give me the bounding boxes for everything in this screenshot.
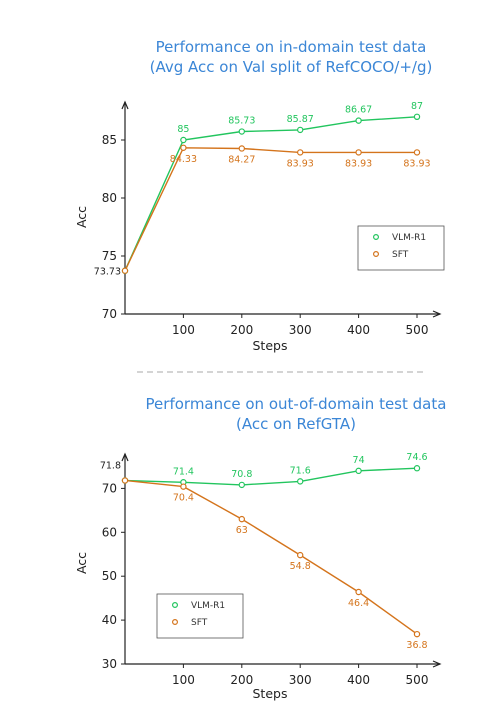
legend-marker xyxy=(373,251,380,258)
data-point xyxy=(413,149,421,156)
data-label: 87 xyxy=(411,101,423,112)
data-label: 83.93 xyxy=(345,158,372,169)
legend-marker xyxy=(373,234,380,241)
y-axis-label: Acc xyxy=(74,206,89,228)
x-tick-label: 200 xyxy=(230,323,253,337)
data-point xyxy=(355,117,362,124)
data-point xyxy=(355,588,362,596)
x-tick-label: 500 xyxy=(406,673,429,687)
x-axis-label: Steps xyxy=(253,338,288,353)
series-line xyxy=(124,479,418,635)
data-label: 73.73 xyxy=(94,267,121,278)
data-point xyxy=(238,515,245,523)
y-tick-label: 60 xyxy=(102,525,117,539)
data-point xyxy=(413,465,421,472)
x-tick-label: 100 xyxy=(172,673,195,687)
x-axis-arrow xyxy=(432,310,442,318)
data-point xyxy=(355,467,362,475)
chart2-subtitle: (Acc on RefGTA) xyxy=(236,415,356,433)
y-tick-label: 70 xyxy=(102,481,117,495)
y-axis-label: Acc xyxy=(74,552,89,574)
series-line xyxy=(124,467,418,486)
data-point xyxy=(297,149,304,156)
legend-label: SFT xyxy=(191,618,208,628)
legend-label: VLM-R1 xyxy=(392,233,426,243)
data-point xyxy=(121,267,129,274)
y-axis-arrow xyxy=(121,452,129,462)
data-point xyxy=(180,144,187,151)
chart1-subtitle: (Avg Acc on Val split of RefCOCO/+/g) xyxy=(150,58,433,76)
data-point xyxy=(238,145,245,152)
y-tick-label: 40 xyxy=(102,613,117,627)
data-label: 70.4 xyxy=(173,493,194,504)
data-label: 83.93 xyxy=(403,158,430,169)
data-label: 84.33 xyxy=(170,154,197,165)
data-point xyxy=(238,128,245,135)
legend-box xyxy=(156,593,244,639)
x-axis-arrow xyxy=(432,660,442,668)
data-point xyxy=(413,630,421,638)
y-tick-label: 30 xyxy=(102,657,117,671)
legend-box xyxy=(357,225,445,271)
data-label: 46.4 xyxy=(348,598,369,609)
y-axis-arrow xyxy=(121,100,129,110)
data-label: 85.87 xyxy=(287,114,314,125)
data-point xyxy=(121,477,129,484)
data-point xyxy=(297,551,304,559)
y-tick-label: 75 xyxy=(102,249,117,263)
data-label: 36.8 xyxy=(406,640,427,651)
data-label: 85.73 xyxy=(228,116,255,127)
legend-marker xyxy=(172,618,179,625)
y-tick-label: 70 xyxy=(102,307,117,321)
data-label: 74.6 xyxy=(406,452,427,463)
x-tick-label: 400 xyxy=(347,673,370,687)
data-label: 71.4 xyxy=(173,466,194,477)
data-point xyxy=(180,483,187,490)
data-point xyxy=(238,481,245,489)
chart1-plot: 100 200 300 400 500 70 75 80 85 Steps Acc 85 85.73 85… xyxy=(74,100,445,353)
series-line xyxy=(124,147,417,272)
chart2-plot: 100 200 300 400 500 30 40 50 60 70 Steps Acc 71.8 71.… xyxy=(74,452,442,701)
x-tick-label: 300 xyxy=(289,323,312,337)
x-tick-label: 500 xyxy=(406,323,429,337)
x-tick-label: 300 xyxy=(289,673,312,687)
chart1-title: Performance on in-domain test data xyxy=(156,38,427,56)
data-label: 74 xyxy=(353,455,365,466)
x-tick-label: 200 xyxy=(230,673,253,687)
data-label: 70.8 xyxy=(231,469,252,480)
data-point xyxy=(355,149,362,156)
y-tick-label: 85 xyxy=(102,133,117,147)
data-label: 83.93 xyxy=(287,158,314,169)
legend-marker xyxy=(172,601,179,608)
y-tick-label: 50 xyxy=(102,569,117,583)
data-point xyxy=(180,136,187,144)
x-tick-label: 400 xyxy=(347,323,370,337)
x-axis-label: Steps xyxy=(253,686,288,701)
series-line xyxy=(124,116,418,271)
data-label: 71.6 xyxy=(290,465,311,476)
x-tick-label: 100 xyxy=(172,323,195,337)
data-label: 85 xyxy=(177,124,189,135)
legend-label: VLM-R1 xyxy=(191,601,225,611)
y-tick-label: 80 xyxy=(102,191,117,205)
data-label: 86.67 xyxy=(345,105,372,116)
data-point xyxy=(297,126,304,134)
data-point xyxy=(413,113,421,121)
data-label: 63 xyxy=(236,525,248,536)
data-label: 54.8 xyxy=(290,561,311,572)
legend-label: SFT xyxy=(392,250,409,260)
data-label: 84.27 xyxy=(228,154,255,165)
data-label: 71.8 xyxy=(100,460,121,471)
data-point xyxy=(297,478,304,485)
chart2-title: Performance on out-of-domain test data xyxy=(146,395,447,413)
